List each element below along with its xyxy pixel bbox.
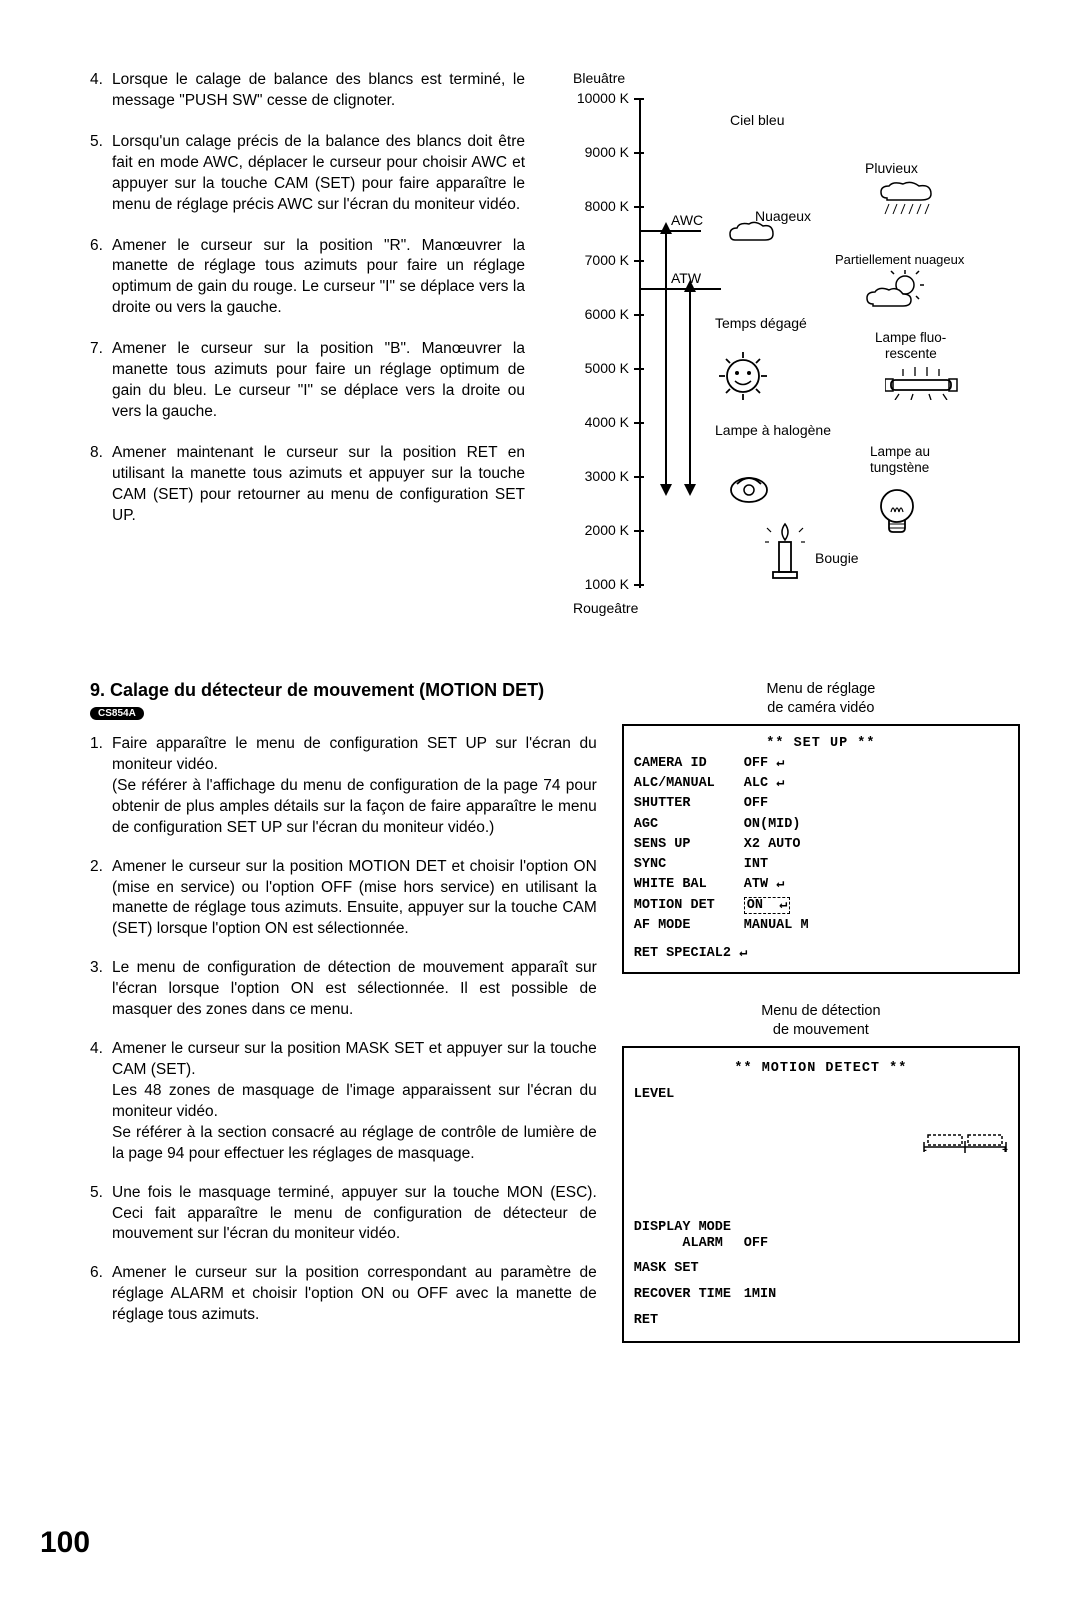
tick-label: 3000 K bbox=[559, 468, 629, 484]
list-item: Amener le curseur sur la position MOTION… bbox=[90, 857, 597, 941]
list-item: Amener maintenant le curseur sur la posi… bbox=[90, 443, 525, 527]
list-item: Amener le curseur sur la position corres… bbox=[90, 1263, 597, 1326]
tick-label: 6000 K bbox=[559, 306, 629, 322]
chart-item-label: Partiellement nuageux bbox=[835, 252, 964, 267]
list-item: Lorsque le calage de balance des blancs … bbox=[90, 70, 525, 112]
menu1-caption: Menu de réglagede caméra vidéo bbox=[622, 680, 1020, 718]
color-temperature-chart: Bleuâtre 10000 K 9000 K 8000 K 7000 K 60… bbox=[555, 70, 985, 630]
list-item: Une fois le masquage terminé, appuyer su… bbox=[90, 1183, 597, 1246]
chart-item-label: Pluvieux bbox=[865, 160, 918, 176]
tick-label: 4000 K bbox=[559, 414, 629, 430]
awc-range bbox=[665, 230, 667, 488]
chart-bottom-label: Rougeâtre bbox=[573, 600, 638, 616]
setup-menu-box: ** SET UP ** CAMERA IDOFF ↵ ALC/MANUALAL… bbox=[622, 724, 1020, 975]
page-number: 100 bbox=[40, 1526, 90, 1560]
chart-item-label: Bougie bbox=[815, 550, 859, 566]
instruction-list-1: Lorsque le calage de balance des blancs … bbox=[90, 70, 525, 527]
tick-label: 10000 K bbox=[559, 90, 629, 106]
section-title: 9. Calage du détecteur de mouvement (MOT… bbox=[90, 680, 597, 701]
candle-icon bbox=[765, 520, 805, 589]
chart-item-label: Lampe à halogène bbox=[715, 422, 831, 438]
tungsten-bulb-icon bbox=[875, 482, 919, 547]
menu-title: ** SET UP ** bbox=[634, 734, 1008, 754]
rain-icon bbox=[875, 180, 945, 230]
model-badge: CS854A bbox=[90, 707, 144, 720]
menu2-caption: Menu de détectionde mouvement bbox=[622, 1002, 1020, 1040]
tick-label: 8000 K bbox=[559, 198, 629, 214]
tick-label: 1000 K bbox=[559, 576, 629, 592]
menu-footer: RET bbox=[634, 1308, 1008, 1334]
atw-range bbox=[689, 288, 691, 488]
tick-label: 9000 K bbox=[559, 144, 629, 160]
atw-label: ATW bbox=[671, 270, 701, 286]
tick-label: 2000 K bbox=[559, 522, 629, 538]
instruction-list-2: Faire apparaître le menu de configuratio… bbox=[90, 734, 597, 1326]
menu-title: ** MOTION DETECT ** bbox=[634, 1056, 1008, 1082]
motion-detect-menu-box: ** MOTION DETECT ** LEVEL -+ bbox=[622, 1046, 1020, 1343]
svg-text:+: + bbox=[1002, 1146, 1008, 1153]
axis-line bbox=[639, 98, 641, 588]
list-item: Faire apparaître le menu de configuratio… bbox=[90, 734, 597, 839]
list-item: Le menu de configuration de détection de… bbox=[90, 958, 597, 1021]
list-item: Lorsqu'un calage précis de la balance de… bbox=[90, 132, 525, 216]
list-item: Amener le curseur sur la position "B". M… bbox=[90, 339, 525, 423]
list-item: Amener le curseur sur la position MASK S… bbox=[90, 1039, 597, 1165]
svg-text:-: - bbox=[922, 1146, 928, 1153]
chart-item-label: Temps dégagé bbox=[715, 315, 807, 331]
chart-item-label: Lampe fluo- bbox=[875, 330, 946, 345]
menu-footer: RET SPECIAL2 ↵ bbox=[634, 944, 1008, 964]
chart-top-label: Bleuâtre bbox=[573, 70, 625, 86]
halogen-icon bbox=[725, 458, 773, 511]
chart-item-label: tungstène bbox=[870, 460, 929, 475]
list-item: Amener le curseur sur la position "R". M… bbox=[90, 236, 525, 320]
tick-label: 7000 K bbox=[559, 252, 629, 268]
chart-item-label: rescente bbox=[885, 346, 937, 361]
sun-cloud-icon bbox=[865, 270, 927, 317]
chart-item-label: Lampe au bbox=[870, 444, 930, 459]
chart-item-label: Ciel bleu bbox=[730, 112, 784, 128]
level-slider-icon: -+ bbox=[825, 1107, 1008, 1189]
fluorescent-icon bbox=[885, 366, 961, 405]
cloud-icon bbox=[725, 220, 780, 253]
sun-face-icon bbox=[715, 348, 771, 409]
tick-label: 5000 K bbox=[559, 360, 629, 376]
awc-label: AWC bbox=[671, 212, 703, 228]
